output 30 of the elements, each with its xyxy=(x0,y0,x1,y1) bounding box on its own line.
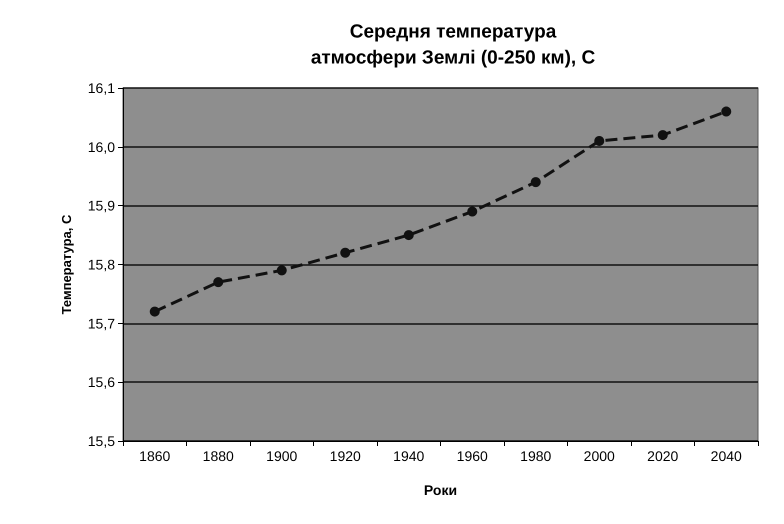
x-tick-label: 1960 xyxy=(456,448,488,464)
x-tick-label: 1900 xyxy=(266,448,298,464)
point xyxy=(340,248,350,258)
x-tick-label: 2000 xyxy=(584,448,616,464)
y-tick-label: 15,5 xyxy=(88,433,116,449)
point xyxy=(721,106,732,117)
x-tick-label: 1940 xyxy=(393,448,425,464)
y-tick-label: 15,6 xyxy=(88,374,116,390)
point xyxy=(276,265,287,276)
y-tick-label: 16,1 xyxy=(88,80,116,96)
chart-title: Середня температура атмосфери Землі (0-250 км), С xyxy=(310,22,596,68)
point xyxy=(658,130,668,140)
x-tick-label: 1980 xyxy=(520,448,552,464)
y-tick-label: 15,8 xyxy=(88,256,116,272)
x-tick-label: 1860 xyxy=(139,448,171,464)
y-tick-label: 15,9 xyxy=(88,198,116,214)
x-tick-label: 2040 xyxy=(710,448,742,464)
point xyxy=(467,206,478,217)
x-axis-title: Роки xyxy=(424,482,458,498)
point xyxy=(213,277,224,288)
y-tick-label: 16,0 xyxy=(88,138,116,155)
point xyxy=(150,306,160,317)
x-tick-label: 2020 xyxy=(647,448,679,464)
y-axis-title: Температура, С xyxy=(59,214,74,314)
y-tick-label: 15,7 xyxy=(88,315,116,332)
point xyxy=(404,230,414,240)
point xyxy=(594,136,604,146)
x-tick-label: 1880 xyxy=(202,448,234,464)
x-tick-label: 1920 xyxy=(330,448,362,464)
point xyxy=(530,177,541,188)
